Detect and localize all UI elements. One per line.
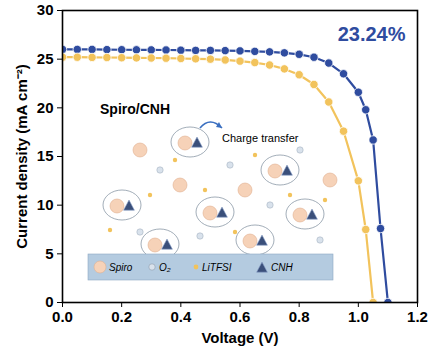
svg-text:20: 20: [37, 99, 54, 116]
svg-text:5: 5: [45, 245, 53, 262]
svg-text:23.24%: 23.24%: [338, 23, 406, 45]
svg-text:25: 25: [37, 50, 54, 67]
svg-text:0.4: 0.4: [170, 308, 192, 325]
svg-text:10: 10: [37, 196, 54, 213]
svg-text:0.0: 0.0: [52, 308, 73, 325]
svg-text:1.2: 1.2: [407, 308, 428, 325]
svg-text:Spiro: Spiro: [109, 262, 133, 273]
svg-text:Charge transfer: Charge transfer: [222, 132, 299, 144]
svg-text:0.2: 0.2: [111, 308, 132, 325]
svg-text:30: 30: [37, 1, 54, 18]
svg-text:LiTFSI: LiTFSI: [202, 262, 232, 273]
svg-text:1.0: 1.0: [348, 308, 369, 325]
svg-text:0: 0: [45, 293, 53, 310]
svg-text:0.8: 0.8: [289, 308, 310, 325]
svg-text:15: 15: [37, 147, 54, 164]
svg-text:O₂: O₂: [159, 262, 171, 273]
svg-text:CNH: CNH: [271, 262, 293, 273]
svg-text:Spiro/CNH: Spiro/CNH: [100, 101, 170, 117]
svg-text:Voltage (V): Voltage (V): [201, 329, 278, 346]
svg-text:Current density (mA cm⁻²): Current density (mA cm⁻²): [13, 64, 30, 248]
svg-text:0.6: 0.6: [230, 308, 251, 325]
